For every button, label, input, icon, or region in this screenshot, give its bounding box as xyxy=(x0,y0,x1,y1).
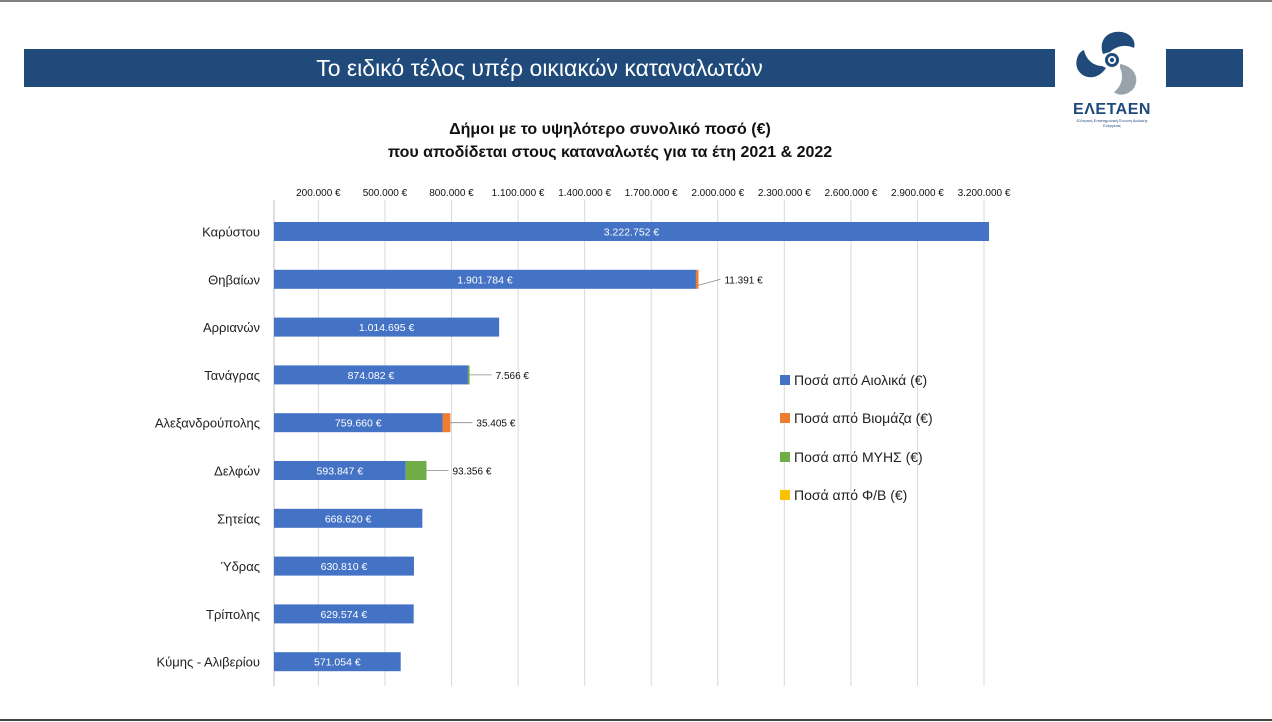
x-tick-label: 2.600.000 € xyxy=(824,188,877,199)
bar-segment xyxy=(274,222,990,241)
x-tick-label: 800.000 € xyxy=(429,188,474,199)
category-label: Αλεξανδρούπολης xyxy=(155,416,260,431)
category-label: Τρίπολης xyxy=(206,607,260,622)
category-label: Τανάγρας xyxy=(204,368,260,383)
data-label: 3.222.752 € xyxy=(604,227,660,239)
bar-segment xyxy=(274,461,406,480)
page-title-banner: Το ειδικό τέλος υπέρ οικιακών καταναλωτώ… xyxy=(24,49,1055,87)
data-label: 630.810 € xyxy=(321,561,368,573)
data-label: 593.847 € xyxy=(317,466,364,478)
data-label: 35.405 € xyxy=(476,419,515,430)
category-label: Καρύστου xyxy=(202,225,260,240)
legend-swatch xyxy=(780,413,790,423)
x-tick-label: 200.000 € xyxy=(296,188,341,199)
x-tick-label: 500.000 € xyxy=(363,188,408,199)
logo-blade-top xyxy=(1101,31,1135,54)
bar-segment xyxy=(442,413,451,433)
legend-swatch xyxy=(780,374,790,385)
legend-swatch xyxy=(780,490,790,500)
data-label-leader xyxy=(698,278,721,286)
legend-label: Ποσά από Αιολικά (€) xyxy=(794,371,928,388)
legend-item: Ποσά από ΜΥΗΣ (€) xyxy=(780,447,933,466)
page-title: Το ειδικό τέλος υπέρ οικιακών καταναλωτώ… xyxy=(316,54,763,81)
data-label: 11.391 € xyxy=(724,275,763,286)
category-label: Αρριανών xyxy=(203,320,260,335)
bar-segment xyxy=(274,365,468,385)
category-label: Σητείας xyxy=(217,511,260,526)
category-label: Δελφών xyxy=(214,464,260,479)
legend-label: Ποσά από ΜΥΗΣ (€) xyxy=(794,448,923,465)
logo-text: ΕΛΕΤΑΕΝ xyxy=(1073,101,1151,118)
x-tick-label: 1.700.000 € xyxy=(625,188,678,199)
category-label: Θηβαίων xyxy=(208,272,260,287)
logo-subtitle: Ελληνική Επιστημονική Ένωση Αιολικής Ενέ… xyxy=(1076,118,1148,128)
data-label: 668.620 € xyxy=(325,513,372,525)
category-label: Ύδρας xyxy=(220,559,260,574)
x-tick-label: 1.400.000 € xyxy=(558,188,611,199)
legend-item: Ποσά από Φ/Β (€) xyxy=(780,486,933,505)
data-label: 874.082 € xyxy=(348,370,395,382)
eletaen-logo-icon xyxy=(1076,31,1137,95)
x-tick-label: 1.100.000 € xyxy=(492,188,545,199)
logo-blade-left xyxy=(1076,50,1106,78)
top-rule xyxy=(0,0,1272,2)
logo-blade-right xyxy=(1114,64,1137,95)
category-label: Κύμης - Αλιβερίου xyxy=(156,655,260,670)
data-label: 7.566 € xyxy=(496,371,530,382)
chart-legend: Ποσά από Αιολικά (€) Ποσά από Βιομάζα (€)… xyxy=(780,370,933,524)
bar-segment xyxy=(274,508,423,528)
x-tick-label: 3.200.000 € xyxy=(958,188,1011,199)
legend-label: Ποσά από Φ/Β (€) xyxy=(794,487,908,503)
bar-segment xyxy=(274,652,401,672)
data-label: 759.660 € xyxy=(335,418,382,430)
x-tick-label: 2.000.000 € xyxy=(691,188,744,199)
chart-title: Δήμοι με το υψηλότερο συνολικό ποσό (€) … xyxy=(280,118,940,164)
bar-segment xyxy=(405,461,427,480)
chart-title-line2: που αποδίδεται στους καταναλωτές για τα … xyxy=(387,144,833,161)
bar-segment xyxy=(274,604,414,624)
legend-swatch xyxy=(780,451,790,462)
banner-right-block xyxy=(1166,49,1243,87)
chart-title-line1: Δήμοι με το υψηλότερο συνολικό ποσό (€) xyxy=(449,121,771,138)
legend-label: Ποσά από Βιομάζα (€) xyxy=(794,410,933,426)
data-label: 1.014.695 € xyxy=(359,322,415,334)
x-tick-label: 2.300.000 € xyxy=(758,188,811,199)
data-label: 93.356 € xyxy=(452,467,491,478)
bar-segment xyxy=(274,556,414,576)
data-label: 571.054 € xyxy=(314,657,361,669)
bar-segment xyxy=(695,269,699,289)
bottom-rule xyxy=(0,719,1272,721)
legend-item: Ποσά από Αιολικά (€) xyxy=(780,370,933,389)
data-label: 1.901.784 € xyxy=(457,274,513,286)
x-tick-label: 2.900.000 € xyxy=(891,188,944,199)
bar-segment xyxy=(467,365,470,385)
data-label: 629.574 € xyxy=(320,609,367,621)
bar-segment xyxy=(274,269,696,289)
bar-segment xyxy=(274,413,443,433)
bar-segment xyxy=(274,317,500,337)
legend-item: Ποσά από Βιομάζα (€) xyxy=(780,409,933,428)
